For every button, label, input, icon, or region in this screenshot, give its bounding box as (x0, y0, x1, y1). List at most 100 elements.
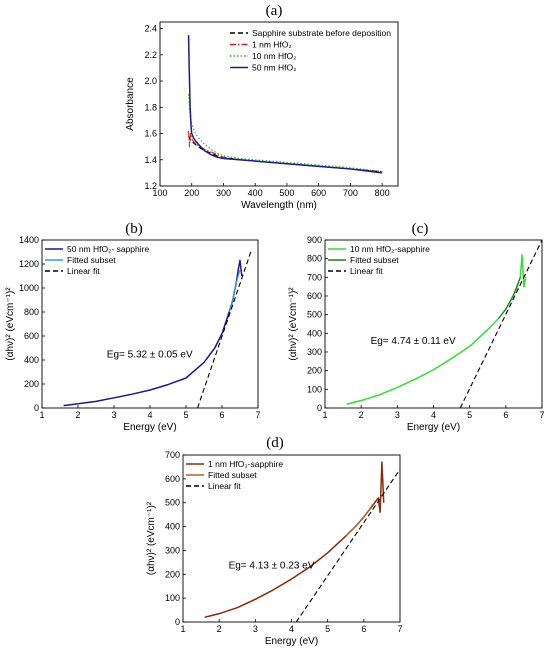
x-tick-label: 3 (253, 624, 258, 634)
y-tick-label: 1.2 (144, 181, 157, 191)
x-tick-label: 5 (325, 624, 330, 634)
legend-entry: 1 nm HfO₂ (252, 40, 292, 50)
legend-entry: 10 nm HfO₂ (252, 51, 296, 61)
panel-c-letter: (c) (412, 221, 429, 237)
x-axis-title: Energy (eV) (123, 422, 176, 433)
x-tick-label: 300 (216, 188, 231, 198)
y-axis-title: (αhν)² (eVcm⁻¹)² (146, 501, 157, 575)
x-axis-title: Energy (eV) (265, 636, 318, 647)
series-group (346, 240, 542, 408)
y-tick-label: 900 (307, 235, 322, 245)
y-tick-label: 1.6 (144, 129, 157, 139)
y-tick-label: 200 (307, 366, 322, 376)
x-tick-label: 7 (397, 624, 402, 634)
y-axis-title: (αhν)² (eVcm⁻¹)² (5, 287, 16, 361)
y-tick-label: 200 (165, 569, 180, 579)
band-gap-annotation: Eg= 5.32 ± 0.05 eV (107, 350, 193, 361)
y-tick-label: 300 (307, 347, 322, 357)
y-tick-label: 600 (307, 291, 322, 301)
x-tick-label: 800 (375, 188, 390, 198)
x-tick-label: 700 (343, 188, 358, 198)
y-tick-label: 500 (165, 498, 180, 508)
legend: Sapphire substrate before deposition 1 nm… (230, 28, 391, 73)
x-tick-label: 3 (111, 410, 116, 420)
band-gap-annotation: Eg= 4.13 ± 0.23 eV (229, 561, 315, 572)
series-line-3 (295, 469, 400, 622)
y-tick-label: 400 (307, 328, 322, 338)
y-tick-label: 700 (165, 450, 180, 460)
y-tick-label: 800 (24, 307, 39, 317)
x-axis-title: Energy (eV) (407, 422, 460, 433)
series-line-1 (346, 254, 527, 405)
x-tick-label: 4 (147, 410, 152, 420)
series-line-3 (196, 251, 252, 408)
y-tick-label: 400 (24, 355, 39, 365)
y-tick-label: 200 (24, 379, 39, 389)
x-tick-label: 6 (361, 624, 366, 634)
series-line-4 (187, 35, 383, 174)
series-line-2 (345, 507, 372, 537)
x-tick-label: 1 (180, 624, 185, 634)
x-tick-label: 1 (39, 410, 44, 420)
y-tick-label: 1.8 (144, 102, 157, 112)
series-line-1 (63, 259, 243, 407)
y-tick-label: 800 (307, 254, 322, 264)
series-line-2 (498, 277, 521, 319)
x-tick-label: 7 (255, 410, 260, 420)
y-tick-label: 100 (307, 384, 322, 394)
y-tick-label: 100 (165, 593, 180, 603)
legend-entry: 1 nm HfO₂-sapphire (208, 459, 283, 469)
y-tick-label: 600 (24, 331, 39, 341)
panel-d-letter: (d) (266, 435, 284, 451)
x-tick-label: 6 (503, 410, 508, 420)
y-axis-title: Absorbance (125, 77, 136, 131)
y-tick-label: 2.0 (144, 76, 157, 86)
series-group (63, 251, 252, 408)
legend-entry: Fitted subset (67, 255, 116, 265)
y-tick-label: 400 (165, 522, 180, 532)
legend-entry: Fitted subset (208, 470, 257, 480)
x-tick-label: 4 (289, 624, 294, 634)
panel-b-letter: (b) (125, 221, 143, 237)
y-tick-label: 0 (317, 403, 322, 413)
plot-frame (159, 21, 399, 187)
plot-d: 1 2 3 4 5 6 7 0 100 200 300 400 500 600 700 Energy (eV)… (146, 450, 403, 647)
y-tick-label: 2.4 (144, 24, 157, 34)
panel-d: (d) 1 2 3 4 5 6 7 0 100 200 300 400 500 600 700 Energy … (146, 435, 403, 647)
y-tick-label: 600 (165, 474, 180, 484)
y-tick-label: 1000 (19, 283, 39, 293)
x-tick-label: 500 (279, 188, 294, 198)
x-tick-label: 3 (395, 410, 400, 420)
panel-b: (b) 1 2 3 4 5 6 7 0 200 400 600 800 1000 1200 1400 Ener… (5, 221, 261, 433)
x-tick-label: 7 (539, 410, 544, 420)
y-tick-label: 2.2 (144, 50, 157, 60)
legend-entry: 50 nm HfO₂- sapphire (67, 244, 149, 254)
panel-a: (a) 100 200 300 400 500 600 700 800 1.2 1.4 1.6 1.8… (125, 3, 399, 211)
y-tick-label: 1.4 (144, 155, 157, 165)
x-tick-label: 5 (183, 410, 188, 420)
legend-entry: Linear fit (350, 266, 383, 276)
x-tick-label: 2 (75, 410, 80, 420)
x-tick-label: 100 (152, 188, 167, 198)
panel-c: (c) 1 2 3 4 5 6 7 0 100 200 300 400 500 600 700 800 900 E… (288, 221, 545, 433)
legend-entry: Linear fit (208, 481, 241, 491)
plot-b: 1 2 3 4 5 6 7 0 200 400 600 800 1000 1200 1400 Energy (… (5, 235, 261, 433)
y-tick-label: 500 (307, 310, 322, 320)
legend-entry: Sapphire substrate before deposition (252, 28, 391, 38)
x-tick-label: 200 (184, 188, 199, 198)
legend-entry: Fitted subset (350, 255, 399, 265)
y-tick-label: 1400 (19, 235, 39, 245)
series-line-3 (188, 94, 383, 173)
band-gap-annotation: Eg= 4.74 ± 0.11 eV (371, 336, 456, 347)
x-tick-label: 4 (431, 410, 436, 420)
y-tick-label: 0 (34, 403, 39, 413)
x-tick-label: 2 (359, 410, 364, 420)
y-tick-label: 300 (165, 545, 180, 555)
x-tick-label: 1 (322, 410, 327, 420)
plot-a: 100 200 300 400 500 600 700 800 1.2 1.4 1.6 1.8 2.0 2… (125, 21, 399, 211)
y-tick-label: 1200 (19, 259, 39, 269)
